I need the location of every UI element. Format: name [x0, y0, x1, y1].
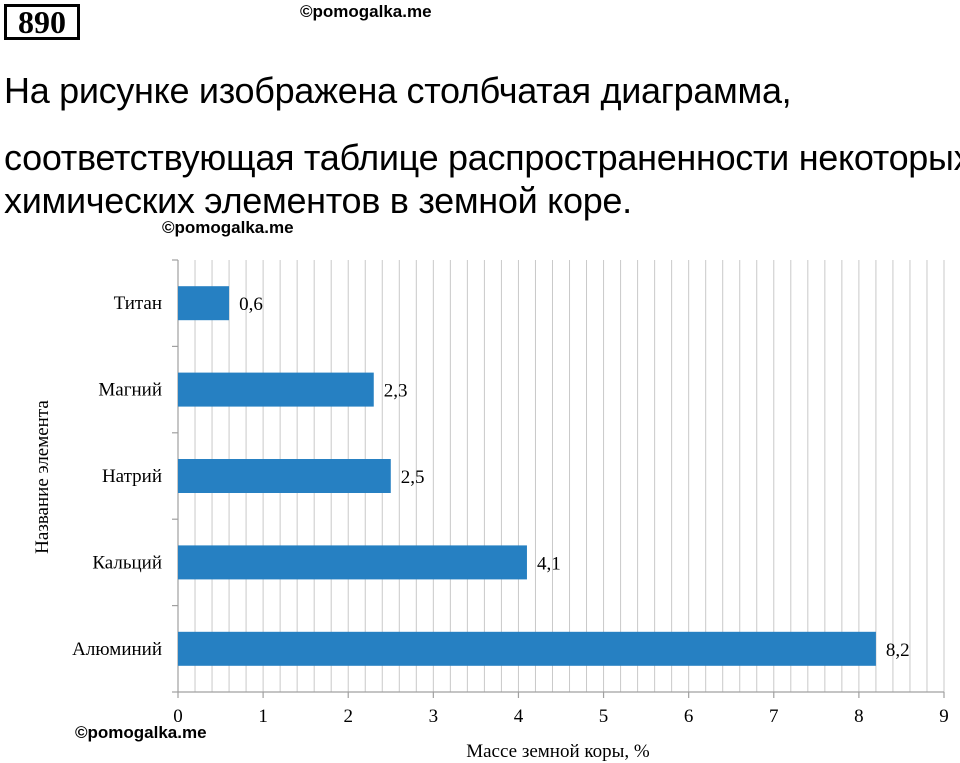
x-tick-label: 6: [684, 706, 694, 727]
x-tick-label: 2: [343, 706, 353, 727]
value-label: 4,1: [537, 553, 561, 574]
problem-number: 890: [4, 4, 80, 40]
watermark-top: ©pomogalka.me: [300, 2, 432, 21]
problem-text-line-2: соответствующая таблице распространеннос…: [4, 137, 960, 178]
bar: [178, 459, 391, 493]
grid-lines: [194, 260, 945, 692]
value-label: 2,5: [401, 467, 425, 488]
x-tick-label: 1: [258, 706, 268, 727]
value-label: 2,3: [384, 381, 408, 402]
x-tick-label: 7: [769, 706, 779, 727]
bar: [178, 545, 527, 580]
bar: [178, 631, 876, 666]
category-label: Магний: [98, 380, 162, 401]
category-label: Алюминий: [72, 639, 162, 660]
x-tick-label: 0: [173, 706, 183, 727]
x-tick-label: 3: [429, 706, 439, 727]
category-label: Кальций: [92, 552, 162, 573]
bar: [178, 372, 374, 407]
x-tick-label: 4: [514, 706, 524, 727]
bar: [178, 286, 230, 321]
watermark-bottom: ©pomogalka.me: [75, 723, 207, 742]
problem-text-line-3: химических элементов в земной коре.: [4, 180, 632, 221]
category-label: Натрий: [102, 466, 162, 487]
x-tick-label: 9: [939, 706, 949, 727]
labels: 0 1 2 3 4 5 6 7 8 9 Титан 0,6 Магний 2,3 Натрий 2,5 Каль…: [72, 293, 949, 727]
problem-text-line-1: На рисунке изображена столбчатая диаграм…: [4, 70, 792, 111]
value-label: 8,2: [886, 640, 910, 661]
value-label: 0,6: [239, 294, 263, 315]
x-tick-label: 5: [599, 706, 609, 727]
y-axis-title: Название элемента: [32, 400, 53, 554]
x-tick-label: 8: [854, 706, 864, 727]
watermark-middle: ©pomogalka.me: [162, 218, 294, 237]
bars: [178, 286, 876, 666]
x-axis-title: Массе земной коры, %: [466, 741, 650, 762]
category-label: Титан: [114, 293, 162, 314]
